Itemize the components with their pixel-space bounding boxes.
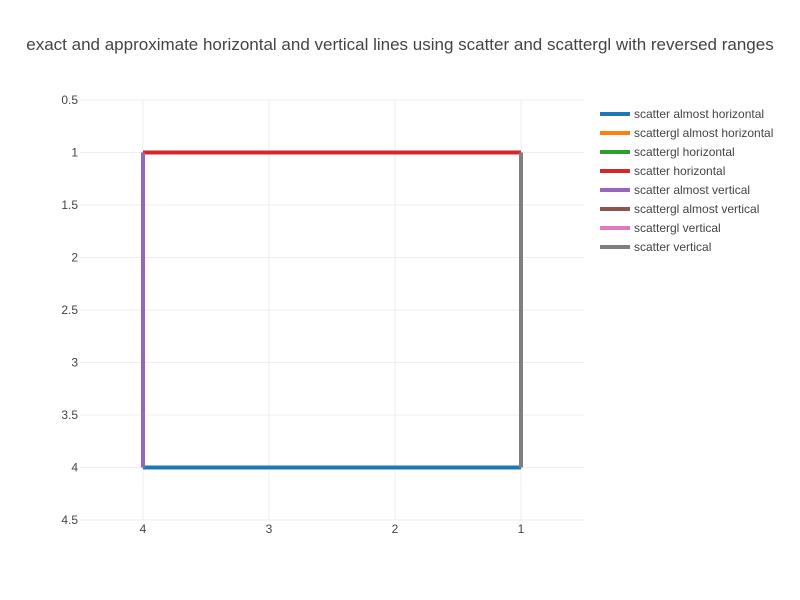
x-axis-ticks: 4 3 2 1 bbox=[140, 522, 525, 536]
y-tick-label: 2.5 bbox=[61, 303, 78, 317]
legend-label: scattergl horizontal bbox=[634, 145, 735, 159]
legend-label: scattergl almost vertical bbox=[634, 202, 759, 216]
legend-item[interactable]: scatter almost vertical bbox=[600, 183, 750, 197]
legend-label: scatter almost vertical bbox=[634, 183, 750, 197]
y-tick-label: 3.5 bbox=[61, 408, 78, 422]
legend-item[interactable]: scattergl almost vertical bbox=[600, 202, 759, 216]
y-tick-label: 4.5 bbox=[61, 513, 78, 527]
x-tick-label: 4 bbox=[140, 522, 147, 536]
x-tick-label: 3 bbox=[266, 522, 273, 536]
legend-item[interactable]: scattergl almost horizontal bbox=[600, 126, 773, 140]
legend-item[interactable]: scattergl horizontal bbox=[600, 145, 735, 159]
legend-item[interactable]: scatter vertical bbox=[600, 240, 711, 254]
y-tick-label: 1.5 bbox=[61, 198, 78, 212]
legend-label: scatter almost horizontal bbox=[634, 107, 764, 121]
plot-area bbox=[141, 150, 523, 470]
grid bbox=[80, 99, 584, 521]
legend[interactable]: scatter almost horizontal scattergl almos… bbox=[600, 107, 773, 254]
x-tick-label: 1 bbox=[518, 522, 525, 536]
legend-label: scatter horizontal bbox=[634, 164, 725, 178]
x-tick-label: 2 bbox=[392, 522, 399, 536]
y-tick-label: 1 bbox=[71, 146, 78, 160]
legend-label: scatter vertical bbox=[634, 240, 711, 254]
legend-item[interactable]: scatter horizontal bbox=[600, 164, 725, 178]
chart-title: exact and approximate horizontal and ver… bbox=[26, 35, 773, 54]
legend-item[interactable]: scatter almost horizontal bbox=[600, 107, 764, 121]
legend-label: scattergl almost horizontal bbox=[634, 126, 773, 140]
y-axis-ticks: 0.5 1 1.5 2 2.5 3 3.5 4 4.5 bbox=[61, 93, 78, 527]
y-tick-label: 2 bbox=[71, 251, 78, 265]
legend-label: scattergl vertical bbox=[634, 221, 721, 235]
legend-item[interactable]: scattergl vertical bbox=[600, 221, 721, 235]
y-tick-label: 4 bbox=[71, 461, 78, 475]
y-tick-label: 0.5 bbox=[61, 93, 78, 107]
y-tick-label: 3 bbox=[71, 356, 78, 370]
